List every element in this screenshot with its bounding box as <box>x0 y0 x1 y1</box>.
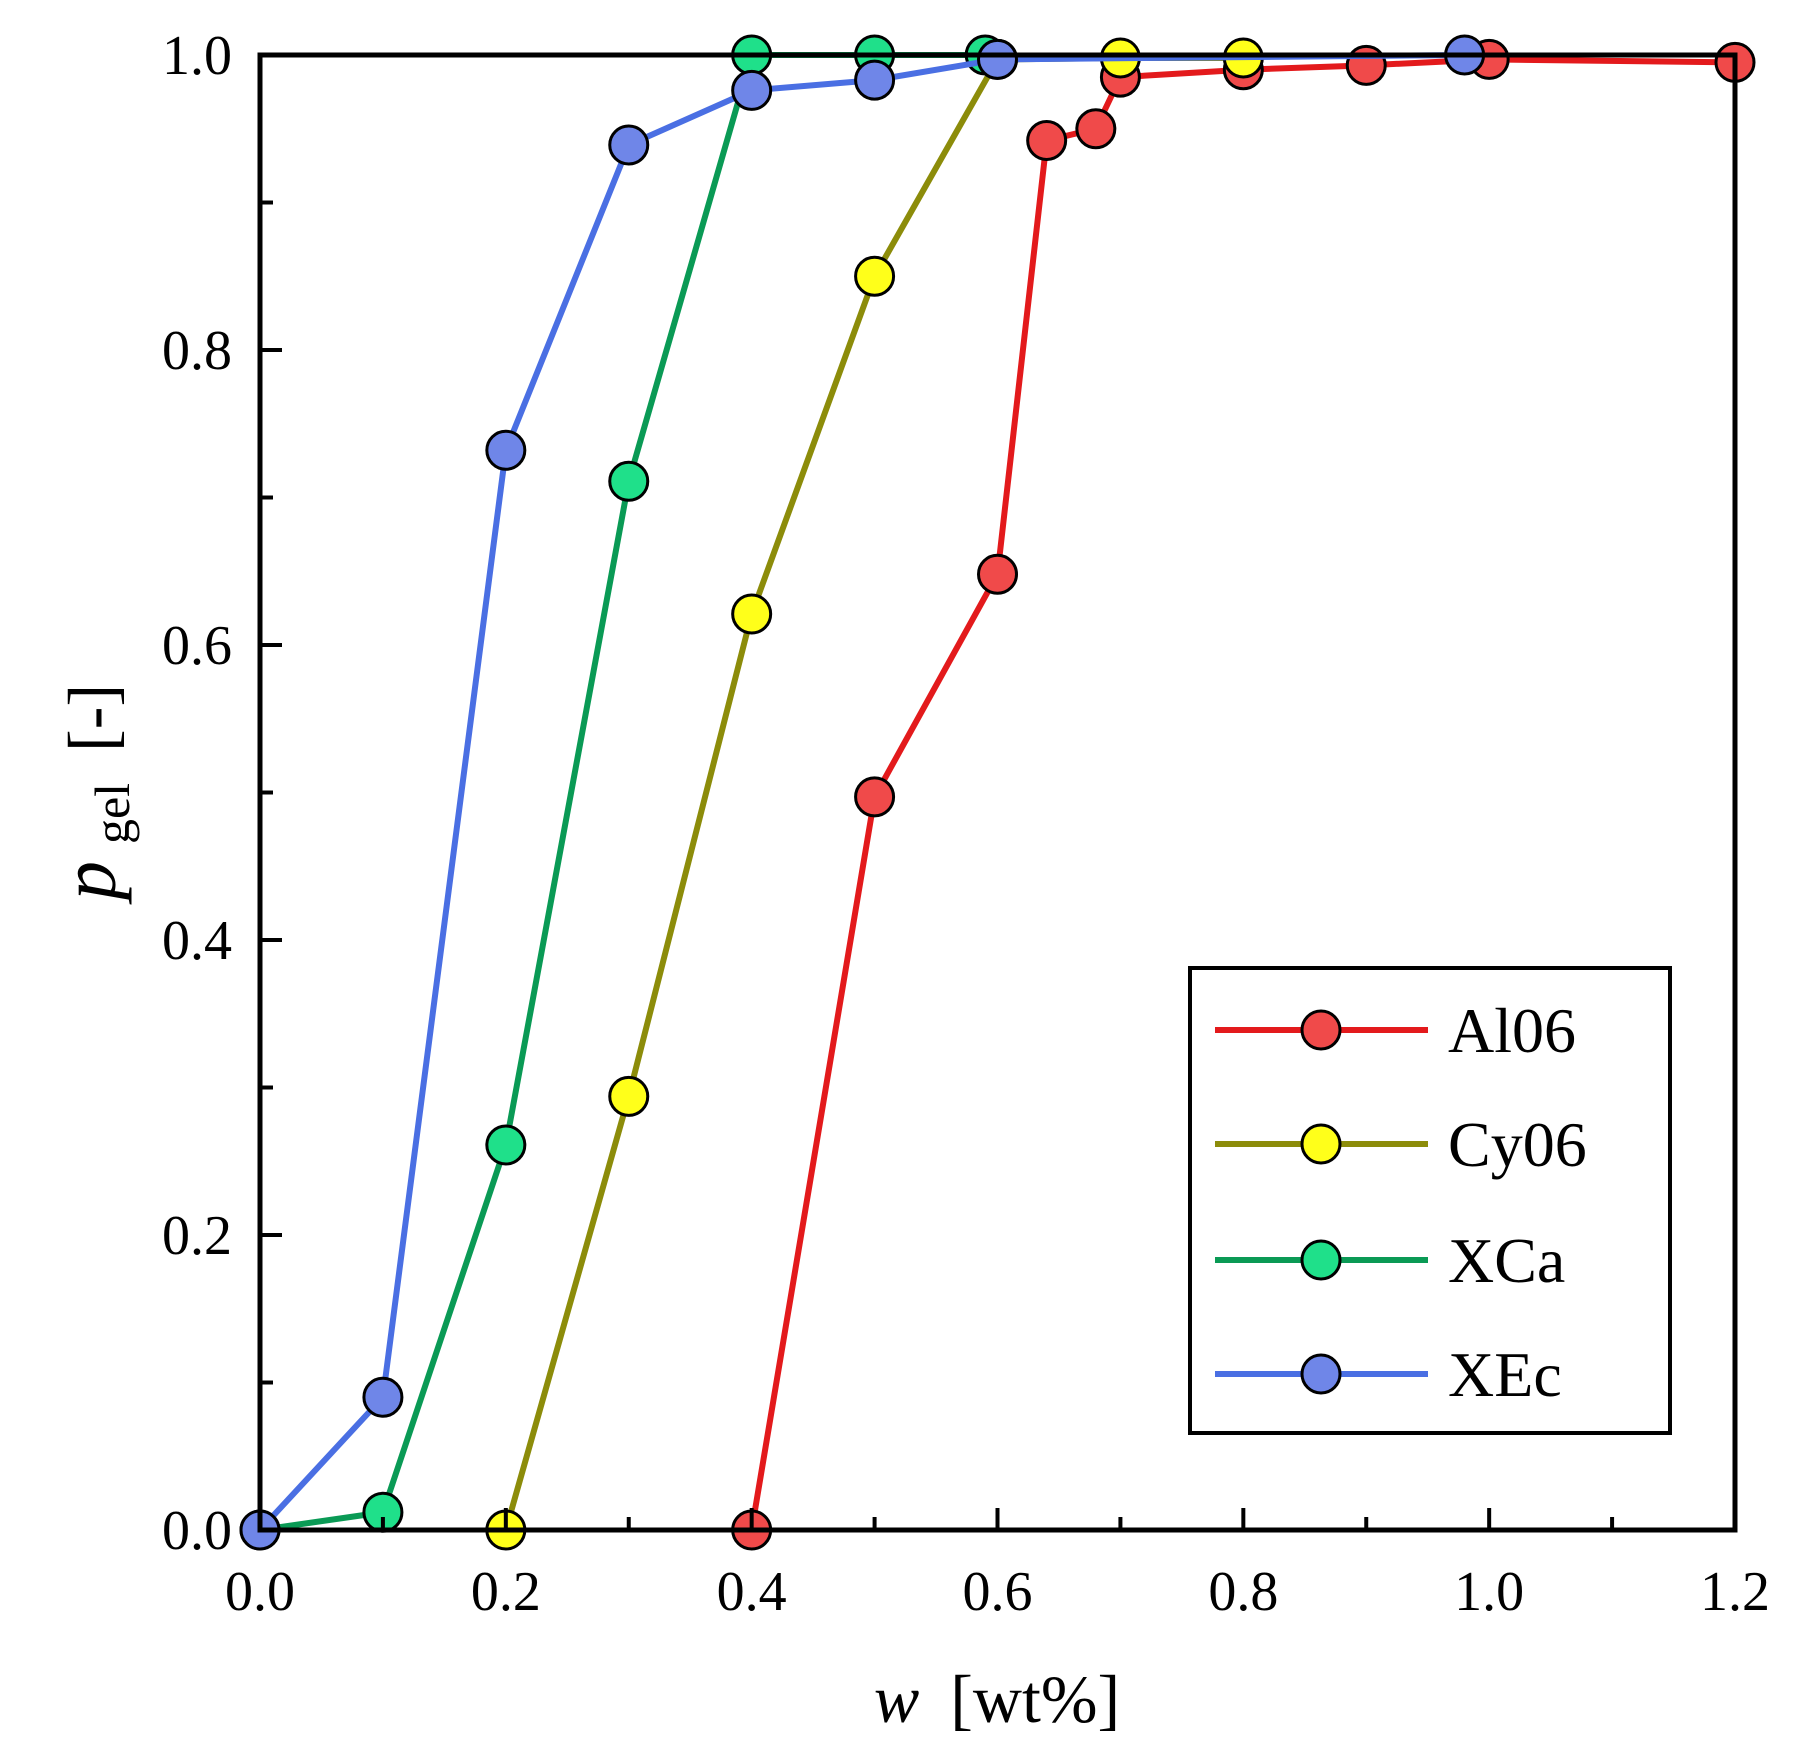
data-point-al06 <box>1075 108 1117 150</box>
series-line-xec <box>257 52 1465 1533</box>
legend-label: Al06 <box>1448 995 1576 1066</box>
legend-label: XEc <box>1448 1339 1562 1410</box>
legend-marker <box>1300 1009 1342 1051</box>
tick-layer: 0.0 0.2 0.4 0.6 0.8 1.0 1.2 0.0 0.2 0.4 0.6 0.8 1.0 <box>162 25 1770 1623</box>
legend-entry-xec: XEc <box>1215 1339 1562 1410</box>
x-tick-label: 0.8 <box>1208 1561 1278 1623</box>
y-tick-label: 0.0 <box>162 1500 232 1562</box>
y-tick-label: 0.6 <box>162 615 232 677</box>
data-point-al06 <box>1026 120 1068 162</box>
data-point-al06 <box>1345 44 1387 86</box>
series-xec <box>239 34 1486 1551</box>
data-point-al06 <box>977 553 1018 595</box>
x-tick-label: 0.4 <box>717 1561 787 1623</box>
x-axis-title: w [wt%] <box>874 1661 1120 1737</box>
legend-entry-xca: XCa <box>1215 1225 1565 1296</box>
data-point-xec <box>608 124 650 166</box>
x-tick-label: 0.2 <box>471 1561 541 1623</box>
legend-marker <box>1300 1123 1342 1165</box>
legend-entry-al06: Al06 <box>1215 995 1576 1066</box>
legend-marker <box>1300 1239 1342 1281</box>
legend-box <box>1188 966 1672 1435</box>
legend-label: XCa <box>1448 1225 1565 1296</box>
legend-entries: Al06 Cy06 XCa XEc <box>1215 995 1587 1410</box>
data-point-cy06 <box>731 593 773 635</box>
data-point-xca <box>485 1124 527 1166</box>
data-point-xec <box>854 59 896 101</box>
y-tick-label: 0.2 <box>162 1205 232 1267</box>
y-axis-title: p gel [-] <box>45 684 144 905</box>
x-tick-label: 1.2 <box>1700 1561 1770 1623</box>
series-line-al06 <box>748 56 1736 1531</box>
legend-label: Cy06 <box>1448 1109 1587 1180</box>
y-tick-label: 0.4 <box>162 910 232 972</box>
data-point-xec <box>731 69 773 111</box>
data-point-xec <box>362 1376 404 1418</box>
x-tick-label: 1.0 <box>1454 1561 1524 1623</box>
legend: Al06 Cy06 XCa XEc <box>1188 966 1672 1435</box>
legend-entry-cy06: Cy06 <box>1215 1109 1587 1180</box>
y-tick-label: 1.0 <box>162 25 232 87</box>
legend-marker <box>1300 1353 1342 1395</box>
data-point-xec <box>977 38 1018 80</box>
data-point-al06 <box>854 776 896 818</box>
x-tick-label: 0.6 <box>963 1561 1033 1623</box>
data-point-cy06 <box>854 255 896 297</box>
data-point-xca <box>608 460 650 502</box>
y-tick-label: 0.8 <box>162 320 232 382</box>
data-point-xec <box>485 429 527 471</box>
x-tick-label: 0.0 <box>225 1561 295 1623</box>
data-point-cy06 <box>608 1075 650 1117</box>
